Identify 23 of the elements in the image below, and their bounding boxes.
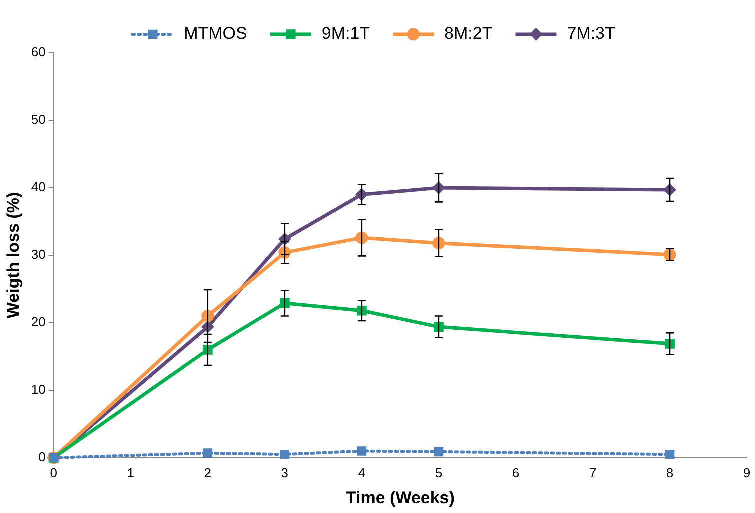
x-tick-label: 5	[435, 465, 443, 480]
y-tick-label: 10	[31, 382, 46, 398]
x-tick-label: 0	[50, 465, 58, 480]
x-tick-label: 4	[358, 465, 366, 480]
x-tick-label: 8	[666, 465, 674, 480]
legend-label: MTMOS	[184, 24, 248, 44]
y-axis-title: Weigth loss (%)	[4, 192, 23, 319]
x-axis-title: Time (Weeks)	[346, 488, 455, 508]
x-tick-label: 3	[281, 465, 289, 480]
y-tick-label: 50	[31, 112, 46, 128]
x-tick-label: 2	[204, 465, 212, 480]
legend-label: 7M:3T	[567, 24, 616, 44]
y-tick-label: 60	[31, 44, 46, 60]
x-tick-label: 1	[127, 465, 134, 480]
y-tick-label: 0	[38, 450, 46, 465]
y-tick-label: 20	[31, 314, 46, 330]
y-tick-label: 40	[31, 180, 46, 195]
y-tick-label: 30	[31, 247, 46, 262]
x-tick-label: 9	[743, 465, 751, 480]
legend-label: 9M:1T	[322, 24, 370, 44]
legend-label: 8M:2T	[444, 24, 493, 44]
x-tick-label: 7	[589, 465, 597, 480]
x-tick-label: 6	[512, 465, 520, 480]
